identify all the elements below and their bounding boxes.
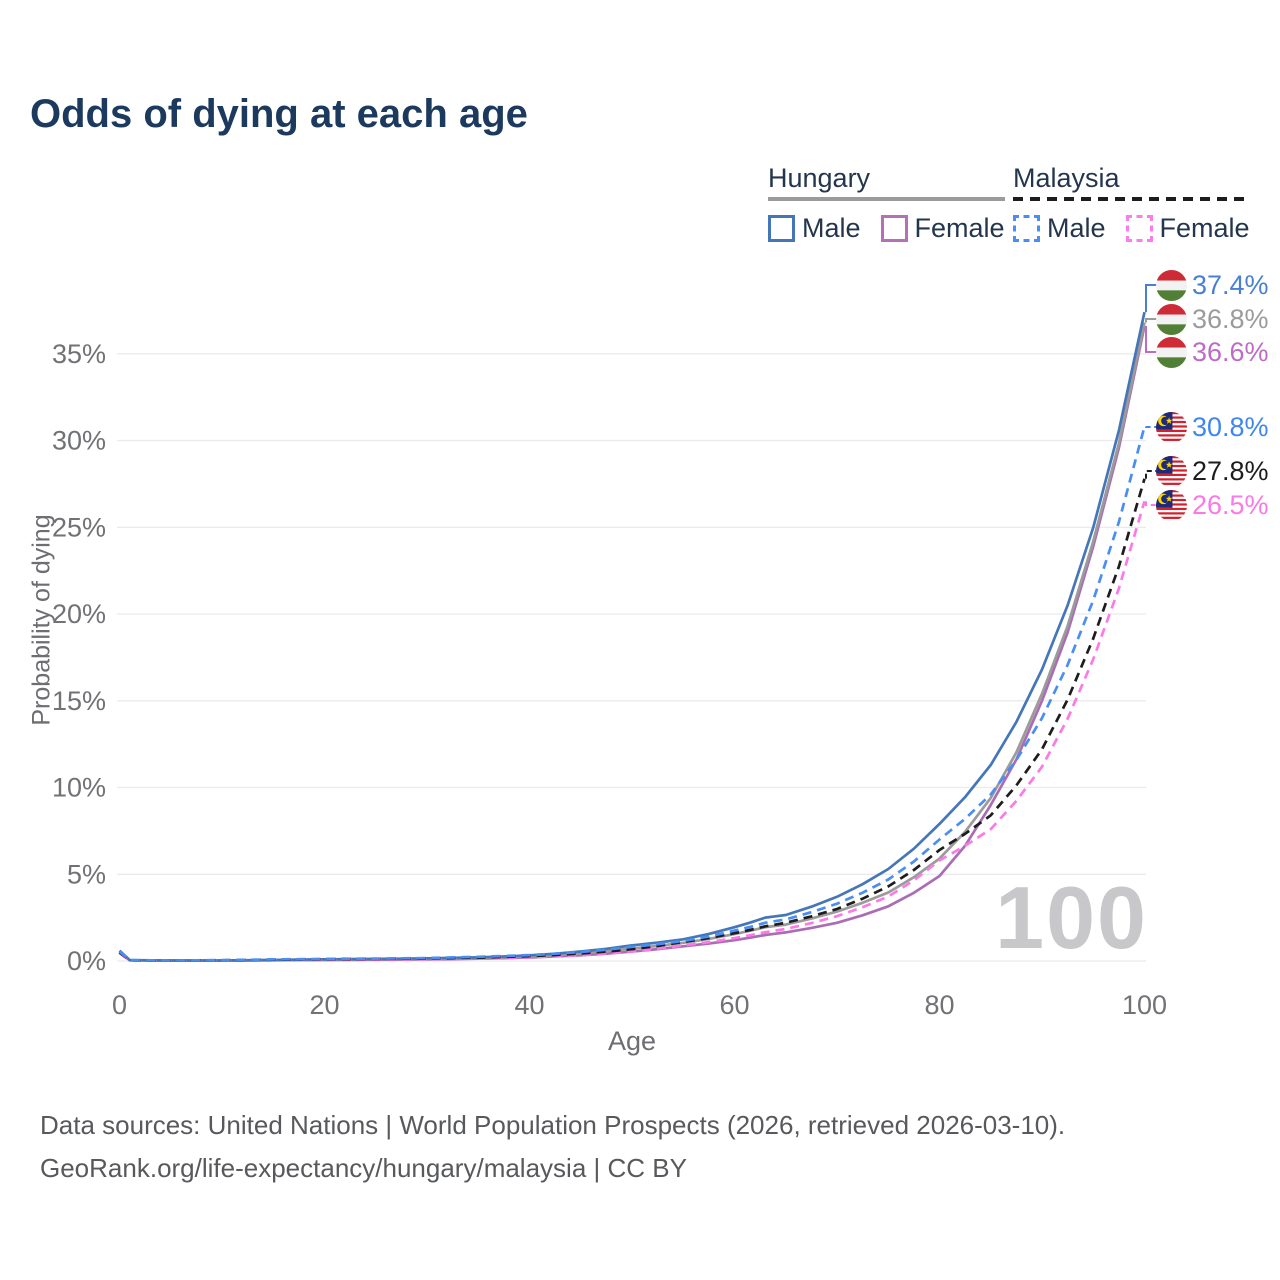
hungary-flag-icon	[1156, 303, 1187, 335]
end-label-malaysia-female: 26.5%	[1156, 488, 1269, 522]
end-label-hungary-total: 36.8%	[1156, 302, 1269, 336]
x-tick-label: 40	[514, 990, 544, 1020]
legend-item-hungary-female[interactable]: Female	[880, 213, 1005, 244]
attribution-line: GeoRank.org/life-expectancy/hungary/mala…	[40, 1153, 687, 1183]
y-tick-label: 20%	[52, 599, 106, 629]
end-value: 27.8%	[1192, 455, 1269, 486]
x-tick-label: 20	[309, 990, 339, 1020]
series-line-hungary-female[interactable]	[118, 325, 1146, 963]
x-tick-label: 100	[1122, 990, 1167, 1020]
leader-line-0	[1145, 284, 1157, 313]
end-value: 30.8%	[1192, 411, 1269, 442]
y-tick-label: 10%	[52, 773, 106, 803]
legend-label-hungary-female: Female	[914, 213, 1005, 243]
x-tick-label: 0	[112, 990, 127, 1020]
end-label-malaysia-male: 30.8%	[1156, 410, 1269, 444]
legend-country-hungary[interactable]: Hungary	[768, 163, 871, 193]
page-title: Odds of dying at each age	[30, 92, 528, 136]
legend-swatch-hungary-female[interactable]	[880, 215, 908, 242]
footer: Data sources: United Nations | World Pop…	[40, 1104, 1065, 1190]
y-axis-title: Probability of dying	[27, 514, 56, 726]
y-tick-label: 5%	[67, 859, 106, 889]
legend-swatch-malaysia-female[interactable]	[1125, 215, 1153, 242]
legend-group-malaysia: Malaysia Male Female	[1013, 163, 1250, 244]
end-label-hungary-female: 36.6%	[1156, 335, 1269, 369]
malaysia-flag-icon	[1156, 411, 1187, 443]
end-value: 36.6%	[1192, 336, 1269, 367]
legend-item-malaysia-male[interactable]: Male	[1013, 213, 1106, 244]
leader-line-5	[1145, 501, 1157, 506]
legend-label-malaysia-male: Male	[1047, 213, 1106, 243]
chart-plot: 0% 5% 10% 15% 20% 25% 30% 35% 0 20 40 60 80 100	[52, 284, 1167, 1020]
legend-underline-malaysia	[1013, 197, 1250, 201]
y-tick-label: 30%	[52, 426, 106, 456]
leader-line-1	[1145, 318, 1157, 323]
legend-item-malaysia-female[interactable]: Female	[1125, 213, 1250, 244]
hungary-flag-icon	[1156, 336, 1187, 368]
y-tick-label: 25%	[52, 512, 106, 542]
legend-swatch-hungary-male[interactable]	[768, 215, 795, 242]
legend-item-hungary-male[interactable]: Male	[768, 213, 861, 244]
series-line-hungary-male[interactable]	[118, 311, 1146, 962]
series-line-malaysia-total[interactable]	[118, 478, 1146, 962]
legend-underline-hungary	[768, 197, 1005, 201]
x-tick-label: 60	[719, 990, 749, 1020]
leader-line-4	[1145, 470, 1157, 479]
y-tick-label: 15%	[52, 686, 106, 716]
y-tick-label: 0%	[67, 946, 106, 976]
malaysia-flag-icon	[1156, 489, 1187, 521]
malaysia-flag-icon	[1156, 455, 1187, 487]
series-line-malaysia-male[interactable]	[118, 426, 1146, 962]
x-axis-title: Age	[607, 1026, 657, 1056]
legend-label-hungary-male: Male	[802, 213, 861, 243]
hungary-flag-icon	[1156, 269, 1187, 301]
series-line-hungary-total[interactable]	[118, 322, 1146, 962]
legend-group-hungary: Hungary Male Female	[768, 163, 1005, 244]
end-value: 36.8%	[1192, 303, 1269, 334]
x-tick-label: 80	[924, 990, 954, 1020]
series-line-malaysia-female[interactable]	[118, 500, 1146, 962]
legend-label-malaysia-female: Female	[1159, 213, 1250, 243]
legend-country-malaysia[interactable]: Malaysia	[1013, 163, 1120, 193]
end-label-hungary-male: 37.4%	[1156, 268, 1269, 302]
end-label-malaysia-total: 27.8%	[1156, 454, 1269, 488]
age-watermark: 100	[995, 868, 1148, 967]
data-source-line: Data sources: United Nations | World Pop…	[40, 1110, 1066, 1140]
end-value: 37.4%	[1192, 269, 1269, 300]
y-tick-label: 35%	[52, 339, 106, 369]
end-value: 26.5%	[1192, 489, 1269, 520]
legend-swatch-malaysia-male[interactable]	[1013, 215, 1040, 242]
leader-line-2	[1145, 326, 1157, 353]
